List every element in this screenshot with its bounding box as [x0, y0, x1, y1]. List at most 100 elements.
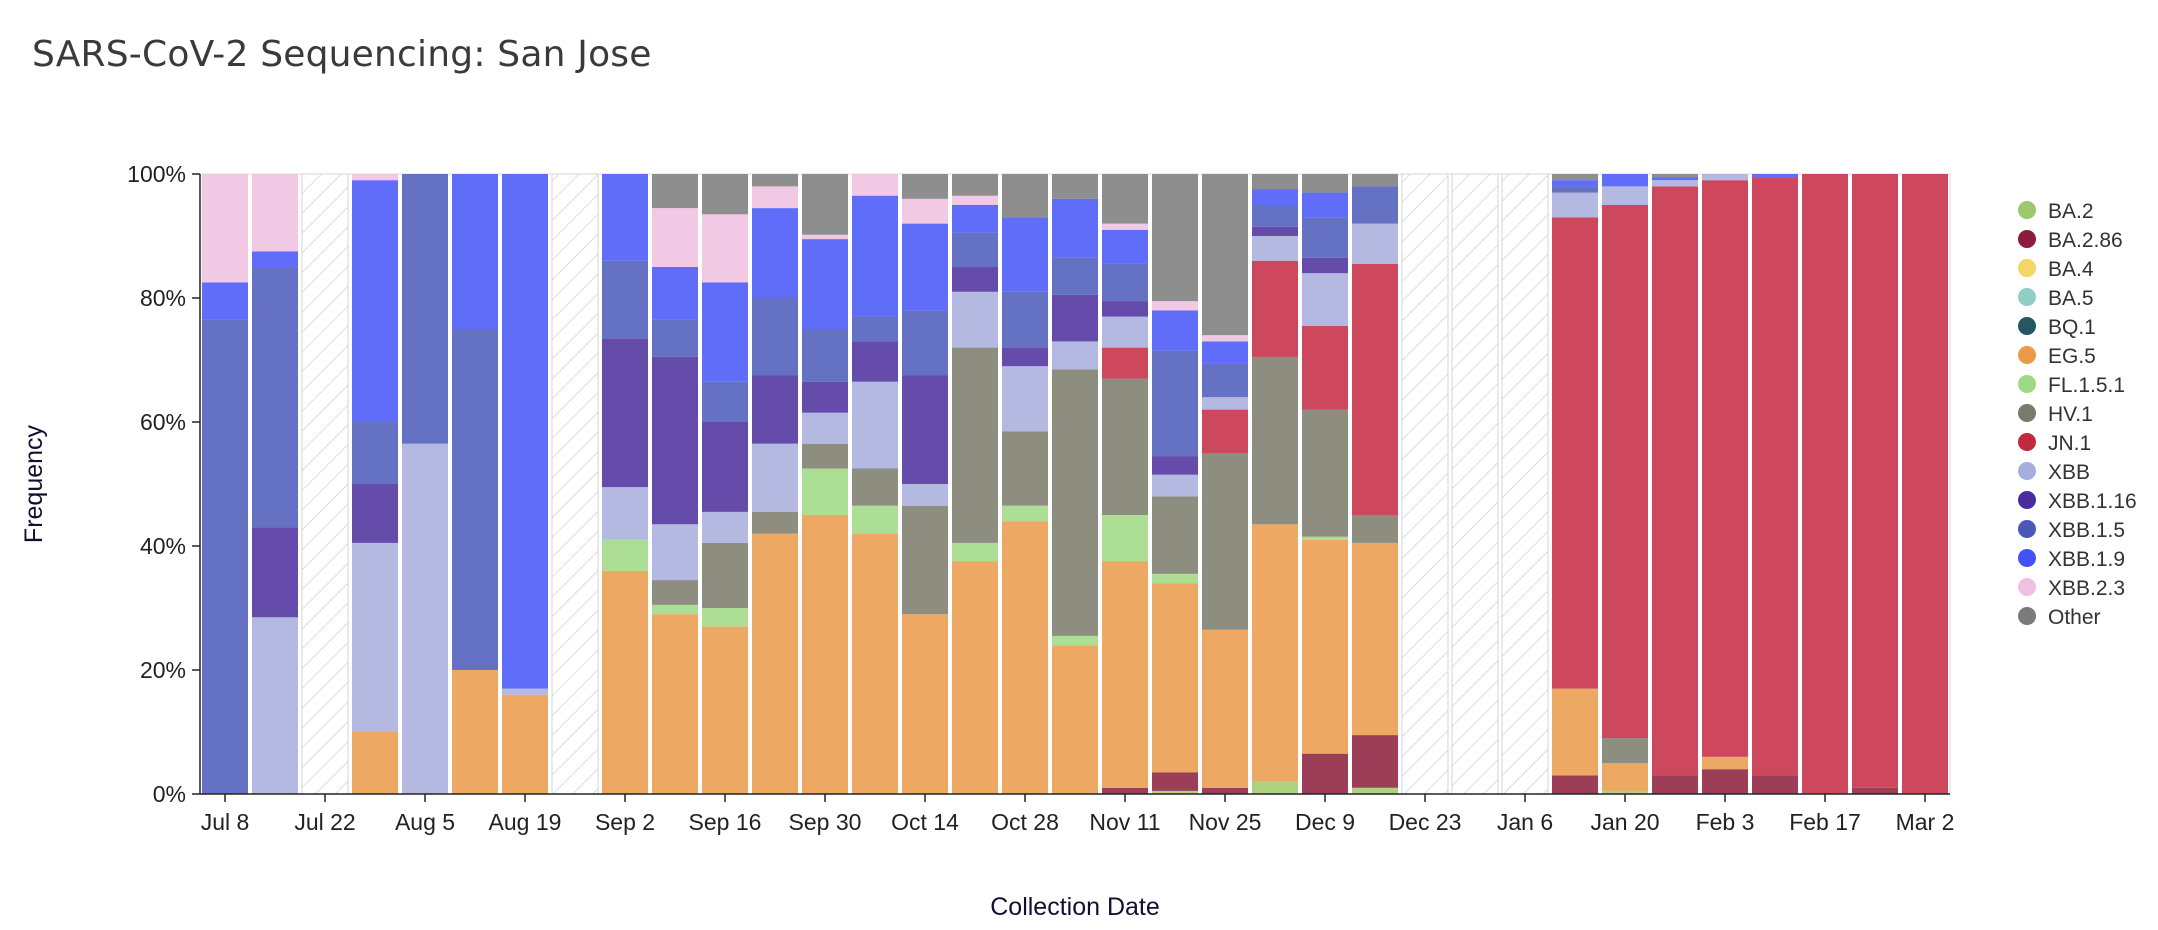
- bar-segment-xbb[interactable]: [1652, 180, 1698, 187]
- bar-segment-other[interactable]: [702, 174, 748, 215]
- bar-segment-ba-2-86[interactable]: [1752, 775, 1798, 794]
- bar-segment-xbb-1-5[interactable]: [402, 174, 448, 444]
- bar-segment-xbb[interactable]: [802, 412, 848, 444]
- bar-segment-other[interactable]: [1052, 174, 1098, 199]
- bar-segment-other[interactable]: [1552, 174, 1598, 181]
- bar-segment-eg-5[interactable]: [702, 626, 748, 794]
- bar-segment-xbb-1-9[interactable]: [502, 174, 548, 689]
- bar-segment-other[interactable]: [752, 174, 798, 187]
- bar-segment-hv-1[interactable]: [1602, 738, 1648, 763]
- bar-segment-xbb-1-9[interactable]: [1652, 177, 1698, 181]
- bar-segment-xbb[interactable]: [1152, 474, 1198, 497]
- bar-segment-eg-5[interactable]: [1252, 524, 1298, 782]
- bar-segment-xbb-1-16[interactable]: [902, 375, 948, 485]
- bar-segment-xbb[interactable]: [1052, 341, 1098, 370]
- bar-segment-xbb-2-3[interactable]: [852, 174, 898, 196]
- bar-segment-other[interactable]: [1152, 174, 1198, 302]
- bar-segment-eg-5[interactable]: [352, 732, 398, 794]
- bar-segment-xbb-1-9[interactable]: [902, 223, 948, 311]
- bar-segment-xbb-1-5[interactable]: [352, 422, 398, 484]
- bar-segment-hv-1[interactable]: [1002, 431, 1048, 506]
- bar-segment-xbb-1-9[interactable]: [1002, 217, 1048, 292]
- bar-segment-hv-1[interactable]: [852, 468, 898, 506]
- bar-segment-hv-1[interactable]: [1152, 496, 1198, 574]
- bar-segment-xbb-2-3[interactable]: [1202, 335, 1248, 342]
- bar-segment-other[interactable]: [1002, 174, 1048, 218]
- bar-segment-xbb-1-9[interactable]: [1252, 189, 1298, 206]
- bar-segment-eg-5[interactable]: [1602, 763, 1648, 791]
- bar-segment-fl-1-5-1[interactable]: [802, 468, 848, 516]
- bar-segment-hv-1[interactable]: [1102, 378, 1148, 515]
- bar-segment-xbb-1-5[interactable]: [752, 298, 798, 376]
- bar-segment-jn-1[interactable]: [1702, 180, 1748, 757]
- bar-segment-eg-5[interactable]: [1052, 645, 1098, 794]
- bar-segment-eg-5[interactable]: [502, 694, 548, 794]
- bar-segment-other[interactable]: [1102, 174, 1148, 224]
- bar-segment-ba-2-86[interactable]: [1152, 772, 1198, 791]
- bar-segment-xbb-1-16[interactable]: [852, 341, 898, 382]
- bar-segment-xbb-1-9[interactable]: [802, 239, 848, 329]
- bar-segment-xbb-1-16[interactable]: [252, 527, 298, 618]
- bar-segment-jn-1[interactable]: [1352, 263, 1398, 515]
- bar-segment-jn-1[interactable]: [1852, 174, 1898, 788]
- bar-segment-xbb[interactable]: [1202, 397, 1248, 410]
- bar-segment-jn-1[interactable]: [1602, 205, 1648, 739]
- bar-segment-xbb-2-3[interactable]: [352, 174, 398, 181]
- bar-segment-xbb-1-9[interactable]: [1052, 198, 1098, 258]
- bar-segment-xbb-1-16[interactable]: [652, 356, 698, 525]
- bar-segment-eg-5[interactable]: [1102, 561, 1148, 788]
- bar-segment-xbb-1-16[interactable]: [952, 267, 998, 292]
- bar-segment-jn-1[interactable]: [1652, 186, 1698, 776]
- bar-segment-eg-5[interactable]: [802, 515, 848, 794]
- bar-segment-fl-1-5-1[interactable]: [1002, 505, 1048, 522]
- bar-segment-eg-5[interactable]: [1352, 542, 1398, 736]
- bar-segment-hv-1[interactable]: [702, 542, 748, 608]
- bar-segment-fl-1-5-1[interactable]: [852, 505, 898, 534]
- bar-segment-xbb[interactable]: [1352, 223, 1398, 264]
- bar-segment-xbb[interactable]: [1702, 174, 1748, 181]
- bar-segment-xbb-1-5[interactable]: [1352, 186, 1398, 224]
- bar-segment-xbb[interactable]: [252, 617, 298, 794]
- bar-segment-ba-2-86[interactable]: [1352, 735, 1398, 788]
- bar-segment-xbb-1-9[interactable]: [852, 195, 898, 317]
- bar-segment-xbb-1-5[interactable]: [1202, 363, 1248, 398]
- bar-segment-other[interactable]: [1302, 174, 1348, 193]
- bar-segment-xbb-1-9[interactable]: [1552, 180, 1598, 187]
- bar-segment-ba-2[interactable]: [1352, 787, 1398, 794]
- bar-segment-ba-2[interactable]: [1602, 790, 1648, 794]
- bar-segment-xbb-1-5[interactable]: [1002, 291, 1048, 348]
- bar-segment-hv-1[interactable]: [802, 443, 848, 469]
- bar-segment-xbb[interactable]: [1252, 236, 1298, 261]
- bar-segment-xbb[interactable]: [1002, 366, 1048, 432]
- bar-segment-other[interactable]: [652, 174, 698, 209]
- bar-segment-xbb-1-9[interactable]: [652, 267, 698, 320]
- bar-segment-xbb-1-5[interactable]: [702, 381, 748, 422]
- bar-segment-other[interactable]: [1202, 174, 1248, 336]
- bar-segment-xbb-2-3[interactable]: [902, 198, 948, 224]
- bar-segment-xbb[interactable]: [502, 688, 548, 695]
- bar-segment-xbb-1-5[interactable]: [202, 319, 248, 794]
- bar-segment-other[interactable]: [1652, 174, 1698, 178]
- bar-segment-eg-5[interactable]: [452, 670, 498, 794]
- bar-segment-fl-1-5-1[interactable]: [702, 608, 748, 627]
- bar-segment-fl-1-5-1[interactable]: [1052, 635, 1098, 646]
- bar-segment-xbb-1-9[interactable]: [1152, 310, 1198, 351]
- bar-segment-xbb-1-5[interactable]: [602, 260, 648, 339]
- bar-segment-xbb-1-5[interactable]: [1102, 263, 1148, 302]
- bar-segment-xbb[interactable]: [1552, 192, 1598, 218]
- bar-segment-xbb-1-5[interactable]: [1152, 350, 1198, 457]
- bar-segment-xbb[interactable]: [952, 291, 998, 348]
- bar-segment-xbb-2-3[interactable]: [952, 195, 998, 205]
- bar-segment-xbb[interactable]: [1302, 273, 1348, 326]
- bar-segment-eg-5[interactable]: [952, 561, 998, 795]
- bar-segment-xbb-1-16[interactable]: [1252, 226, 1298, 236]
- bar-segment-xbb-1-5[interactable]: [852, 316, 898, 342]
- bar-segment-xbb-2-3[interactable]: [702, 214, 748, 283]
- bar-segment-xbb-1-5[interactable]: [1252, 205, 1298, 227]
- bar-segment-fl-1-5-1[interactable]: [952, 542, 998, 562]
- bar-segment-other[interactable]: [952, 174, 998, 196]
- bar-segment-xbb[interactable]: [902, 484, 948, 506]
- bar-segment-xbb-1-16[interactable]: [752, 375, 798, 444]
- bar-segment-eg-5[interactable]: [1002, 521, 1048, 794]
- bar-segment-xbb-1-5[interactable]: [1052, 257, 1098, 295]
